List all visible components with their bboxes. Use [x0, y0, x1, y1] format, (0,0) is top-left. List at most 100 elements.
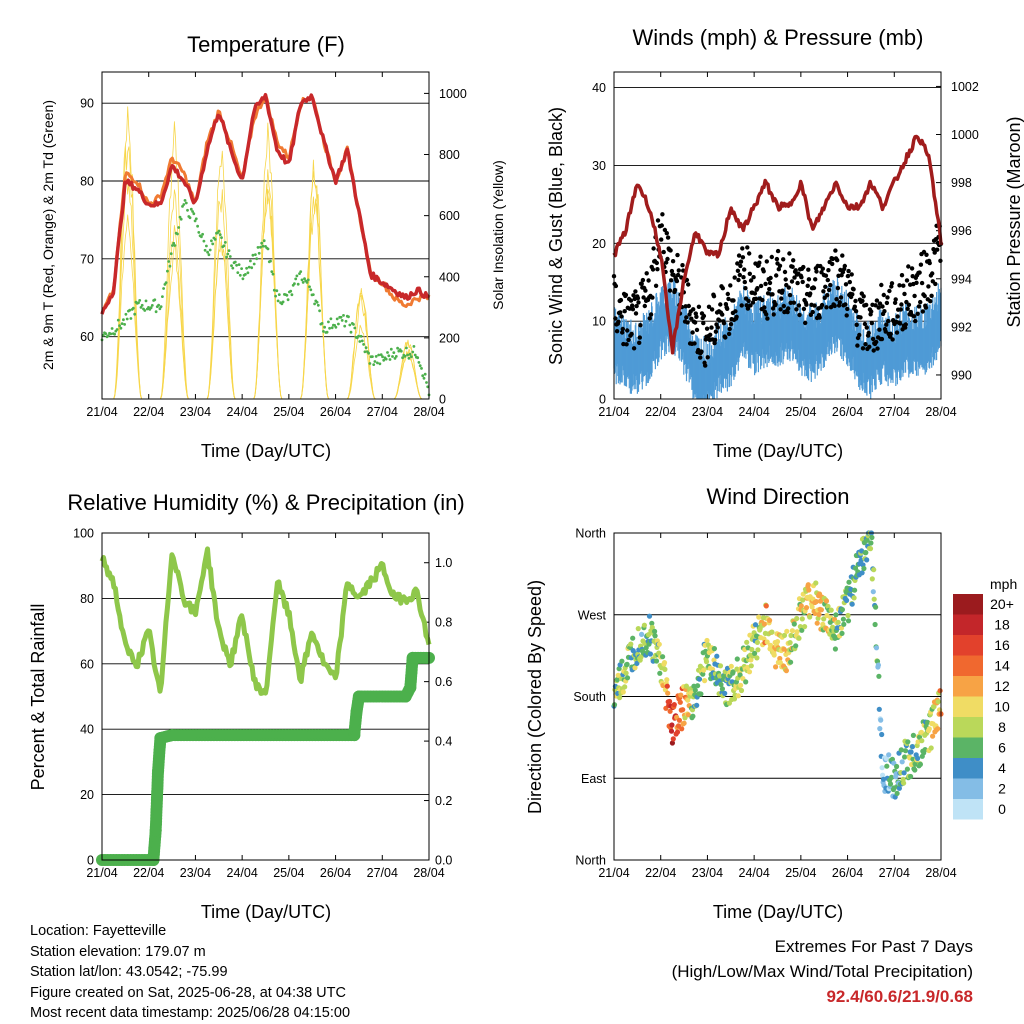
direction-point — [754, 639, 761, 646]
dewpoint-point — [379, 353, 383, 357]
dewpoint-point — [123, 323, 126, 326]
gust-point — [935, 247, 940, 252]
direction-point — [643, 645, 649, 651]
winds-ylabel-left: Sonic Wind & Gust (Blue, Black) — [546, 107, 566, 365]
dewpoint-point — [231, 266, 235, 270]
gust-point — [758, 254, 763, 259]
gust-point — [876, 305, 881, 310]
gust-point — [801, 264, 806, 270]
direction-point — [879, 731, 885, 738]
gust-point — [804, 302, 809, 307]
gust-point — [646, 278, 651, 283]
gust-point — [823, 284, 828, 289]
dewpoint-point — [352, 323, 355, 326]
gust-point — [873, 303, 878, 308]
gust-point — [650, 295, 655, 300]
gust-point — [621, 341, 626, 347]
gust-point — [879, 282, 884, 288]
y2-tick-label: 400 — [439, 270, 460, 284]
dewpoint-point — [386, 351, 389, 354]
dewpoint-point — [171, 244, 174, 247]
direction-point — [681, 720, 687, 726]
legend-label: 10 — [994, 699, 1010, 715]
direction-point — [735, 693, 741, 699]
gust-point — [860, 298, 865, 304]
direction-point — [685, 697, 691, 703]
direction-point — [660, 654, 666, 660]
legend-swatch — [953, 635, 983, 656]
gust-point — [771, 312, 776, 317]
dewpoint-point — [101, 333, 105, 337]
y2-tick-label: 0.4 — [435, 735, 452, 749]
gust-point — [774, 273, 779, 278]
gust-point — [742, 279, 747, 285]
dewpoint-point — [196, 224, 200, 228]
dewpoint-point — [393, 357, 397, 360]
dewpoint-point — [421, 374, 425, 378]
solar-line — [160, 121, 189, 400]
y2-tick-label: 800 — [439, 148, 460, 162]
dewpoint-point — [315, 300, 319, 304]
dewpoint-point — [423, 372, 427, 376]
solar-line — [253, 122, 283, 400]
x-tick-label: 22/04 — [133, 405, 164, 419]
dewpoint-point — [299, 270, 303, 273]
gust-point — [909, 266, 915, 271]
direction-point — [737, 672, 743, 678]
temperature-xlabel: Time (Day/UTC) — [201, 441, 331, 461]
gust-point — [748, 278, 754, 283]
gust-point — [692, 341, 697, 346]
dewpoint-point — [230, 264, 233, 267]
direction-point — [852, 587, 858, 593]
gust-point — [739, 303, 744, 308]
gust-point — [898, 307, 903, 312]
legend-label: 2 — [998, 781, 1006, 797]
direction-point — [680, 707, 686, 713]
direction-point — [685, 712, 691, 718]
direction-point — [901, 770, 907, 776]
direction-point — [755, 647, 761, 653]
dewpoint-point — [426, 385, 430, 389]
winds-panel: Winds (mph) & Pressure (mb) 0 10 20 30 40 990… — [546, 25, 1024, 461]
direction-point — [937, 688, 943, 694]
direction-point — [704, 637, 710, 644]
gust-point — [793, 268, 798, 273]
direction-point — [896, 785, 903, 791]
dewpoint-point — [137, 301, 140, 305]
direction-point — [788, 632, 794, 639]
dewpoint-point — [285, 293, 289, 297]
dewpoint-point — [330, 326, 334, 330]
gust-point — [659, 237, 664, 242]
y-tick-label: 0 — [87, 854, 94, 868]
gust-point — [927, 260, 932, 266]
dewpoint-point — [293, 282, 296, 286]
gust-point — [743, 286, 748, 291]
gust-point — [669, 268, 675, 274]
gust-point — [701, 320, 706, 326]
gust-point — [847, 279, 852, 285]
direction-point — [830, 624, 836, 630]
dewpoint-point — [192, 212, 196, 216]
gust-point — [738, 263, 743, 269]
gust-point — [748, 303, 753, 308]
y2-tick-label: 0 — [439, 393, 446, 407]
direction-point — [682, 715, 688, 721]
dewpoint-point — [206, 250, 210, 254]
gust-point — [717, 318, 722, 323]
dewpoint-point — [109, 332, 113, 336]
gust-point — [718, 302, 723, 307]
dewpoint-point — [303, 277, 306, 281]
dewpoint-point — [335, 317, 339, 321]
gust-point — [642, 303, 647, 309]
extremes-values: 92.4/60.6/21.9/0.68 — [826, 987, 973, 1006]
dewpoint-point — [259, 245, 262, 249]
dewpoint-point — [205, 244, 208, 248]
dewpoint-point — [347, 315, 350, 319]
y-tick-label: 0 — [599, 393, 606, 407]
gust-point — [888, 331, 893, 337]
dewpoint-point — [154, 310, 158, 314]
dewpoint-point — [227, 249, 231, 253]
gust-point — [884, 322, 889, 327]
direction-point — [784, 628, 790, 634]
gust-point — [713, 329, 719, 334]
